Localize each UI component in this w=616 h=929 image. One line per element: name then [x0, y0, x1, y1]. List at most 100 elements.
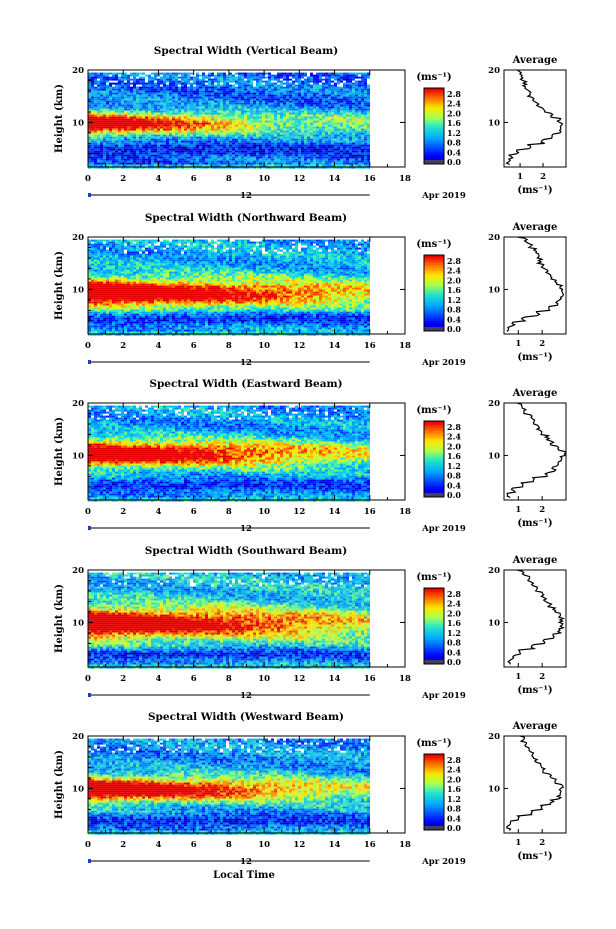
colorbar-tick-label: 0.4 — [447, 480, 461, 490]
colorbar-swatch — [424, 449, 444, 451]
colorbar-swatch — [424, 592, 444, 594]
colorbar-swatch — [424, 273, 444, 275]
x-tick-label: 10 — [258, 840, 270, 850]
average-x-tick-label: 1 — [517, 172, 523, 182]
average-y-tick-label: 10 — [488, 618, 500, 628]
colorbar-tick-label: 1.6 — [447, 784, 461, 794]
colorbar-swatch — [424, 622, 444, 624]
x-tick-label: 0 — [85, 840, 91, 850]
average-y-tick-label: 20 — [488, 233, 500, 243]
colorbar-swatch — [424, 311, 444, 313]
colorbar-tick-label: 0.8 — [447, 804, 461, 814]
colorbar-swatch — [424, 427, 444, 429]
average-frame — [503, 402, 567, 501]
colorbar — [423, 753, 445, 831]
colorbar-swatch — [424, 644, 444, 646]
colorbar-swatch — [424, 293, 444, 295]
colorbar-swatch — [424, 267, 444, 269]
average-y-tick-label: 10 — [488, 285, 500, 295]
colorbar-tick-label: 1.2 — [447, 628, 461, 638]
x-tick-label: 12 — [293, 674, 305, 684]
colorbar-swatch — [424, 475, 444, 477]
colorbar-swatch — [424, 459, 444, 461]
colorbar-swatch — [424, 794, 444, 796]
colorbar-swatch — [424, 329, 444, 331]
colorbar-tick-label: 0.8 — [447, 638, 461, 648]
y-tick-label: 10 — [72, 451, 84, 461]
y-tick-label: 20 — [72, 233, 84, 243]
colorbar-swatch — [424, 323, 444, 325]
colorbar-swatch — [424, 463, 444, 465]
y-axis-title: Height (km) — [54, 417, 65, 486]
colorbar-swatch — [424, 277, 444, 279]
colorbar-tick-label: 1.2 — [447, 461, 461, 471]
colorbar-swatch — [424, 818, 444, 820]
y-tick-label: 10 — [72, 618, 84, 628]
colorbar-swatch — [424, 662, 444, 664]
x-tick-label: 18 — [399, 674, 411, 684]
x-tick-label: 6 — [191, 507, 197, 517]
colorbar-swatch — [424, 291, 444, 293]
colorbar-swatch — [424, 429, 444, 431]
colorbar-swatch — [424, 297, 444, 299]
colorbar-swatch — [424, 596, 444, 598]
average-frame — [503, 569, 567, 668]
x-tick-label: 2 — [120, 341, 126, 351]
colorbar-swatch — [424, 754, 444, 756]
colorbar-swatch — [424, 126, 444, 128]
colorbar-swatch — [424, 255, 444, 257]
colorbar-swatch — [424, 798, 444, 800]
colorbar-tick-label: 2.8 — [447, 256, 461, 266]
colorbar-swatch — [424, 451, 444, 453]
average-y-tick-label: 20 — [488, 732, 500, 742]
colorbar-tick-label: 0.0 — [447, 490, 461, 500]
colorbar-swatch — [424, 473, 444, 475]
colorbar — [423, 420, 445, 498]
colorbar-swatch — [424, 263, 444, 265]
average-profile: Average 1 2 10 20 (ms⁻¹) — [488, 388, 567, 529]
colorbar-tick-label: 0.0 — [447, 157, 461, 167]
colorbar-swatch — [424, 124, 444, 126]
colorbar-swatch — [424, 796, 444, 798]
average-x-tick-label: 2 — [539, 339, 545, 349]
x-tick-label: 8 — [226, 674, 232, 684]
x-tick-label: 0 — [85, 174, 91, 184]
colorbar-swatch — [424, 102, 444, 104]
colorbar-swatch — [424, 608, 444, 610]
colorbar-swatch — [424, 275, 444, 277]
colorbar-swatch — [424, 106, 444, 108]
x-tick-label: 12 — [293, 507, 305, 517]
average-x-tick-label: 1 — [515, 672, 521, 682]
heatmap-cells — [88, 572, 370, 669]
colorbar-swatch — [424, 108, 444, 110]
average-profile: Average 1 2 10 20 (ms⁻¹) — [488, 721, 567, 862]
average-y-tick-label: 20 — [488, 566, 500, 576]
average-title: Average — [512, 721, 558, 732]
y-tick-label: 10 — [72, 784, 84, 794]
colorbar-swatch — [424, 281, 444, 283]
average-profile: Average 1 2 10 20 (ms⁻¹) — [488, 222, 567, 363]
date-bar-marker — [88, 360, 91, 364]
colorbar-swatch — [424, 808, 444, 810]
colorbar-swatch — [424, 814, 444, 816]
colorbar-swatch — [424, 162, 444, 164]
x-tick-label: 10 — [258, 507, 270, 517]
colorbar-swatch — [424, 118, 444, 120]
colorbar-swatch — [424, 128, 444, 130]
colorbar-tick-label: 2.0 — [447, 774, 461, 784]
colorbar-swatch — [424, 772, 444, 774]
colorbar-swatch — [424, 626, 444, 628]
colorbar-swatch — [424, 471, 444, 473]
heatmap-cells — [88, 738, 370, 835]
colorbar-swatch — [424, 283, 444, 285]
colorbar-tick-label: 2.4 — [447, 99, 461, 109]
x-tick-label: 6 — [191, 174, 197, 184]
date-month-label: Apr 2019 — [421, 691, 466, 701]
colorbar-swatch — [424, 642, 444, 644]
colorbar-swatch — [424, 764, 444, 766]
average-line — [506, 735, 565, 831]
colorbar-tick-label: 0.0 — [447, 823, 461, 833]
colorbar-swatch — [424, 301, 444, 303]
colorbar-swatch — [424, 606, 444, 608]
colorbar-unit: (ms⁻¹) — [416, 738, 451, 749]
